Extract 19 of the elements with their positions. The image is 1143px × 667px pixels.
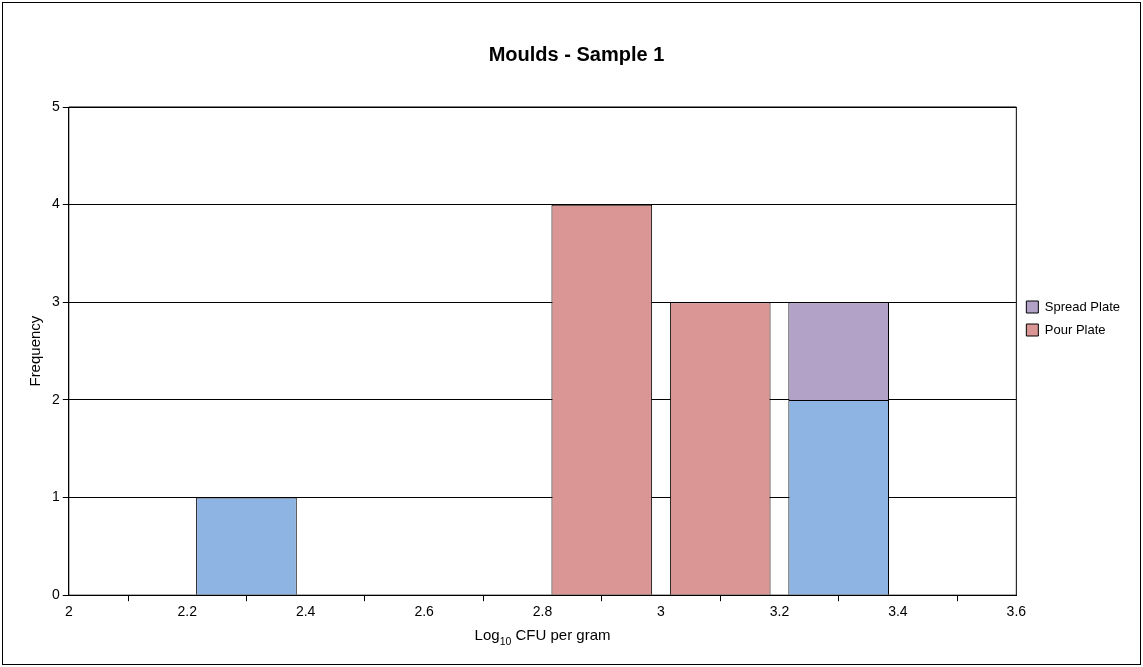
x-tick-label: 3.4 [888, 603, 908, 620]
x-tick-label: 3.6 [1006, 603, 1027, 620]
y-tick-label: 2 [51, 390, 60, 407]
y-axis-title: Frequency [26, 315, 44, 387]
x-tick-label: 2.8 [532, 603, 553, 620]
x-tick-label: 2.2 [177, 603, 198, 620]
y-tick-label: 4 [51, 195, 60, 212]
y-tick-label: 3 [51, 293, 60, 310]
x-tick-label: 2 [64, 603, 73, 620]
y-tick-label: 5 [51, 97, 60, 114]
x-tick-label: 2.4 [295, 603, 316, 620]
y-tick-label: 1 [51, 488, 60, 505]
y-tick-label: 0 [51, 586, 60, 603]
chart-title: Moulds - Sample 1 [488, 42, 665, 65]
legend-label: Spread Plate [1044, 298, 1121, 314]
x-tick-label: 2.6 [414, 603, 435, 620]
x-tick-label: 3 [657, 603, 666, 620]
legend-label: Pour Plate [1044, 321, 1106, 337]
x-tick-label: 3.2 [769, 603, 790, 620]
